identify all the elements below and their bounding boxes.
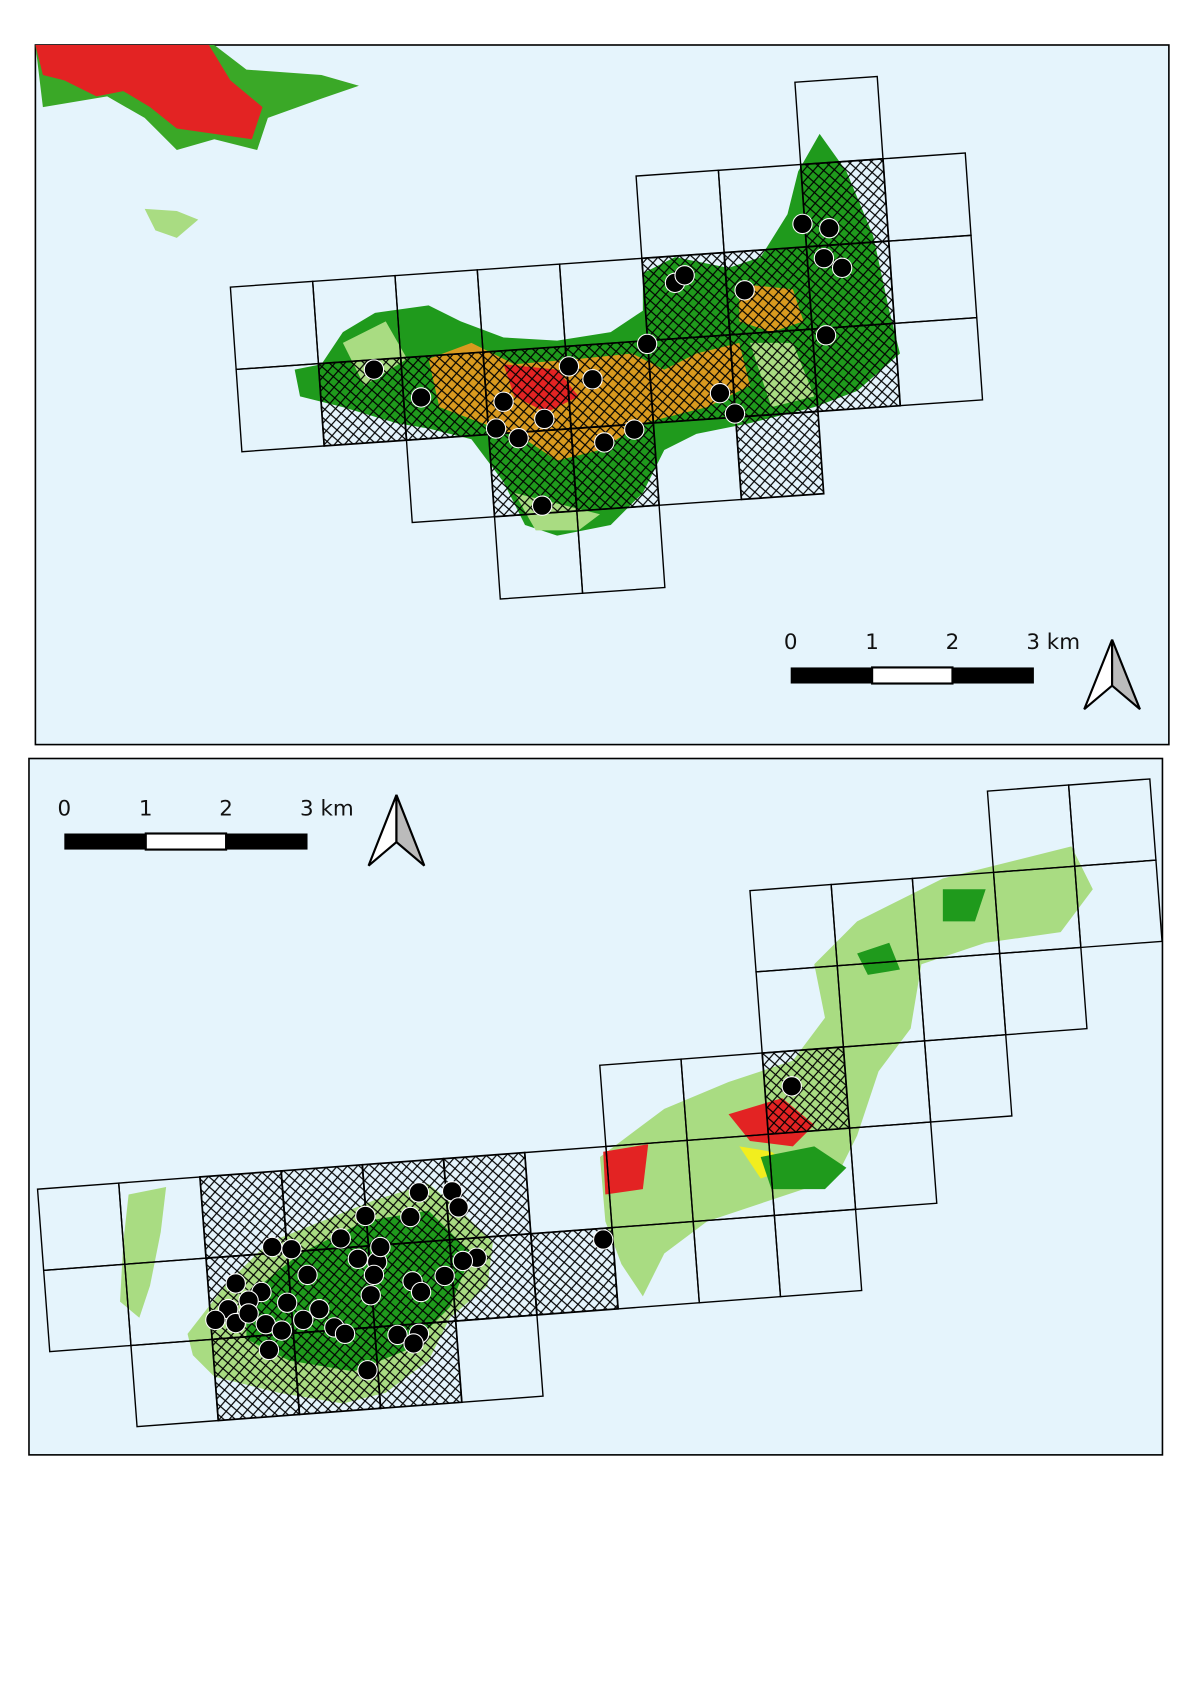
scale-label: 1 <box>865 630 879 655</box>
record-dot <box>831 257 853 279</box>
hatched-cell <box>761 1046 851 1136</box>
scale-label: 0 <box>784 630 798 655</box>
record-dot <box>448 1197 469 1218</box>
hatched-cell <box>317 356 408 447</box>
record-dot <box>674 265 695 286</box>
map-panel: 0 1 2 3 km <box>28 757 1164 1456</box>
record-dot <box>819 218 840 239</box>
record-dot <box>582 369 603 390</box>
grid-cell <box>454 1314 544 1403</box>
record-dot <box>297 1264 318 1286</box>
record-dot <box>410 1281 432 1303</box>
grid-cell <box>848 1121 938 1211</box>
record-dot <box>238 1303 259 1324</box>
record-dot <box>355 1205 376 1227</box>
record-dot <box>434 1265 455 1287</box>
record-dot <box>410 387 432 408</box>
record-dot <box>258 1339 280 1361</box>
hatched-cell <box>646 333 737 424</box>
grid-cell <box>923 1033 1013 1123</box>
map-panel: 0 1 2 3 km <box>34 44 1170 746</box>
record-dot <box>347 1248 369 1270</box>
record-dot <box>400 1206 421 1228</box>
record-dot <box>387 1324 408 1346</box>
record-dot <box>309 1298 330 1320</box>
hatched-cell <box>734 410 825 501</box>
record-dot <box>792 213 813 235</box>
record-dot <box>508 427 529 449</box>
scale-bar: 0 1 2 3 km <box>58 796 354 851</box>
scale-label: 3 km <box>1026 630 1080 655</box>
grid-cell <box>998 946 1088 1036</box>
record-dot <box>724 403 746 424</box>
scale-label: 2 <box>219 796 233 821</box>
record-dot <box>360 1285 381 1306</box>
record-dot <box>485 418 507 439</box>
record-dot <box>225 1273 246 1294</box>
grid-cell <box>893 316 984 407</box>
record-dot <box>403 1333 424 1354</box>
record-dot <box>293 1309 314 1331</box>
north-arrow <box>367 794 426 867</box>
scale-label: 2 <box>946 630 960 655</box>
record-dot <box>363 1264 385 1286</box>
record-dot <box>709 383 731 404</box>
record-dot <box>813 248 835 269</box>
hatched-cell <box>280 1163 370 1253</box>
record-dot <box>734 280 755 301</box>
record-dot <box>534 408 555 430</box>
record-dot <box>408 1182 430 1203</box>
record-dot <box>330 1228 351 1249</box>
record-dot <box>636 333 658 355</box>
record-dot <box>594 432 615 453</box>
record-dot <box>493 391 514 412</box>
north-arrow <box>1083 639 1141 711</box>
scale-bar: 0 1 2 3 km <box>784 630 1080 685</box>
record-dot <box>261 1236 283 1258</box>
grid-cell <box>576 504 666 595</box>
hatched-cell <box>564 339 655 430</box>
record-dot <box>370 1236 391 1258</box>
hatched-cell <box>799 157 890 248</box>
hatched-cell <box>570 422 661 512</box>
records <box>205 1076 802 1381</box>
record-dot <box>531 495 553 516</box>
hatched-cell <box>728 328 819 419</box>
record-dot <box>271 1320 292 1341</box>
record-dot <box>276 1292 298 1313</box>
record-dot <box>781 1076 802 1097</box>
record-dot <box>357 1360 378 1381</box>
grid-cell <box>773 1208 863 1298</box>
grid-cell <box>1073 859 1163 949</box>
record-dot <box>558 356 580 377</box>
scale-label: 1 <box>139 796 153 821</box>
hatched-cell <box>361 1157 451 1247</box>
record-dot <box>281 1239 302 1260</box>
hatched-cell <box>448 1232 538 1322</box>
record-dot <box>593 1229 614 1250</box>
scale-label: 3 km <box>300 796 354 821</box>
record-dot <box>624 419 645 440</box>
record-dot <box>815 325 837 346</box>
record-dot <box>334 1323 356 1344</box>
record-dot <box>363 359 385 380</box>
hatched-cell <box>211 1332 301 1422</box>
record-dot <box>205 1309 226 1331</box>
records <box>363 213 853 516</box>
scale-label: 0 <box>58 796 72 821</box>
record-dot <box>452 1250 474 1272</box>
